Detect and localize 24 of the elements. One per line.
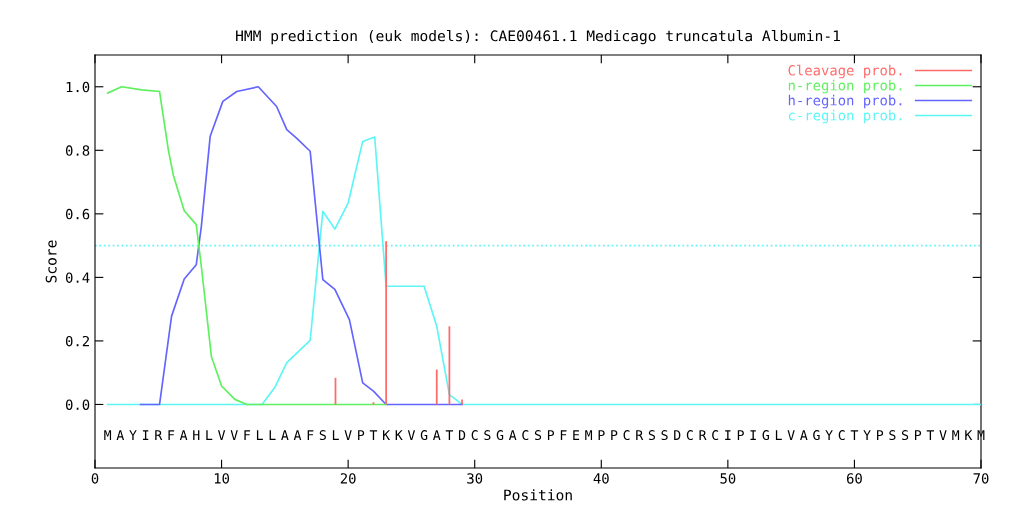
x-tick-label: 10: [214, 473, 230, 484]
legend-label: Cleavage prob.: [788, 64, 902, 79]
y-tick-label: 0.4: [65, 272, 90, 283]
line-series: [139, 85, 463, 406]
y-axis-title: Score: [45, 240, 57, 283]
y-tick-label: 0.2: [65, 335, 89, 347]
y-tick-label: 0.8: [65, 145, 90, 156]
y-tick-label: 0.0: [65, 399, 90, 410]
y-tick-label: 0.6: [65, 208, 90, 220]
x-tick-label: 50: [720, 473, 736, 484]
x-tick-label: 70: [973, 473, 989, 484]
legend-label: c-region prob.: [788, 109, 902, 124]
x-tick-label: 30: [467, 473, 483, 484]
y-tick-label: 1.0: [66, 81, 90, 93]
legend-label: h-region prob.: [788, 94, 902, 109]
legend-label: n-region prob.: [788, 79, 902, 94]
line-series: [106, 136, 981, 406]
line-series: [106, 85, 387, 406]
x-tick-label: 0: [91, 473, 99, 484]
x-axis-title: Position: [504, 489, 572, 501]
x-tick-label: 60: [846, 473, 862, 484]
chart-title: HMM prediction (euk models): CAE00461.1 Medicago truncatula Albumin-1: [236, 29, 840, 45]
x-tick-label: 40: [593, 473, 609, 484]
x-tick-label: 20: [340, 473, 356, 484]
